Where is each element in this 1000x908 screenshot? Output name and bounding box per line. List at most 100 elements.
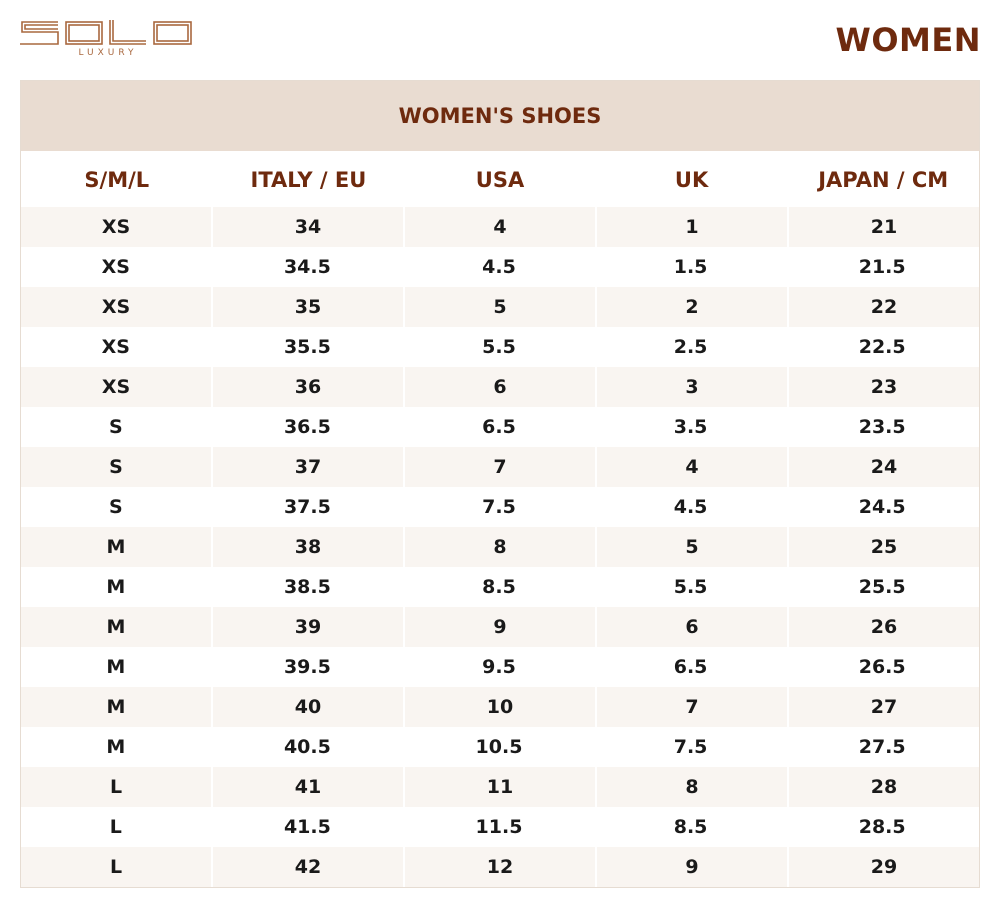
cell-japan-cm: 23: [870, 376, 898, 398]
cell-usa: 4: [405, 207, 597, 247]
cell-italy-eu: 40: [213, 687, 405, 727]
cell-japan-cm: 26: [870, 616, 898, 638]
cell-uk: 6: [597, 607, 789, 647]
cell-sml: XS: [21, 327, 213, 367]
cell-sml: XS: [21, 247, 213, 287]
cell-italy-eu: 35.5: [213, 327, 405, 367]
cell-usa: 8: [405, 527, 597, 567]
cell-usa: 5.5: [404, 327, 596, 367]
cell-uk: 2: [597, 287, 789, 327]
cell-japan-cm: 23.5: [787, 407, 979, 447]
cell-japan-cm: 27.5: [787, 727, 979, 767]
table-row: M 40 10 7 27: [21, 687, 979, 727]
cell-uk: 8: [597, 767, 789, 807]
cell-sml: L: [21, 807, 213, 847]
cell-italy-eu: 38.5: [213, 567, 405, 607]
size-chart-table: WOMEN'S SHOES S/M/L ITALY / EU USA UK JA…: [20, 80, 980, 888]
cell-japan-cm: 22.5: [787, 327, 979, 367]
cell-japan-cm: 21.5: [787, 247, 979, 287]
cell-usa: 12: [405, 847, 597, 887]
cell-sml: M: [21, 647, 213, 687]
table-row: M 39 9 6 26: [21, 607, 979, 647]
cell-uk: 4.5: [596, 487, 788, 527]
table-row: M 39.5 9.5 6.5 26.5: [21, 647, 979, 687]
cell-usa: 5: [405, 287, 597, 327]
cell-italy-eu: 34: [213, 207, 405, 247]
column-header-uk: UK: [674, 168, 709, 192]
table-row: M 38.5 8.5 5.5 25.5: [21, 567, 979, 607]
cell-japan-cm: 24: [870, 456, 898, 478]
cell-usa: 8.5: [404, 567, 596, 607]
cell-usa: 6: [405, 367, 597, 407]
cell-italy-eu: 39: [213, 607, 405, 647]
table-row: S 37.5 7.5 4.5 24.5: [21, 487, 979, 527]
cell-sml: XS: [21, 207, 213, 247]
cell-italy-eu: 42: [213, 847, 405, 887]
cell-usa: 11: [405, 767, 597, 807]
cell-usa: 10.5: [404, 727, 596, 767]
cell-italy-eu: 35: [213, 287, 405, 327]
cell-usa: 10: [405, 687, 597, 727]
cell-italy-eu: 39.5: [213, 647, 405, 687]
cell-italy-eu: 41.5: [213, 807, 405, 847]
cell-japan-cm: 26.5: [787, 647, 979, 687]
cell-sml: L: [21, 767, 213, 807]
cell-japan-cm: 28.5: [787, 807, 979, 847]
table-row: M 38 8 5 25: [21, 527, 979, 567]
cell-sml: L: [21, 847, 213, 887]
page-title: WOMEN: [835, 21, 981, 59]
cell-uk: 4: [597, 447, 789, 487]
cell-italy-eu: 36.5: [213, 407, 405, 447]
cell-uk: 8.5: [596, 807, 788, 847]
cell-usa: 9: [405, 607, 597, 647]
cell-sml: S: [21, 447, 213, 487]
cell-uk: 7: [597, 687, 789, 727]
cell-sml: M: [21, 687, 213, 727]
cell-japan-cm: 27: [870, 696, 898, 718]
cell-uk: 6.5: [596, 647, 788, 687]
cell-japan-cm: 24.5: [787, 487, 979, 527]
cell-japan-cm: 21: [870, 216, 898, 238]
cell-japan-cm: 25.5: [787, 567, 979, 607]
cell-sml: XS: [21, 287, 213, 327]
cell-uk: 5.5: [596, 567, 788, 607]
cell-uk: 3.5: [596, 407, 788, 447]
cell-usa: 9.5: [404, 647, 596, 687]
cell-uk: 5: [597, 527, 789, 567]
solo-luxury-logo: LUXURY: [20, 20, 192, 60]
cell-italy-eu: 34.5: [213, 247, 405, 287]
cell-sml: M: [21, 607, 213, 647]
cell-uk: 2.5: [596, 327, 788, 367]
logo-wordmark: [20, 20, 192, 45]
cell-sml: M: [21, 527, 213, 567]
cell-uk: 3: [597, 367, 789, 407]
cell-usa: 7.5: [404, 487, 596, 527]
cell-japan-cm: 29: [870, 856, 898, 878]
table-header-row: S/M/L ITALY / EU USA UK JAPAN / CM: [21, 151, 979, 207]
table-body: XS 34 4 1 21 XS 34.5 4.5 1.5 21.5 XS 35 5 2 22 XS 35.5 5.…: [21, 207, 979, 887]
table-row: XS 34.5 4.5 1.5 21.5: [21, 247, 979, 287]
table-row: S 36.5 6.5 3.5 23.5: [21, 407, 979, 447]
cell-usa: 11.5: [404, 807, 596, 847]
cell-japan-cm: 25: [870, 536, 898, 558]
cell-italy-eu: 36: [213, 367, 405, 407]
cell-sml: M: [21, 567, 213, 607]
cell-sml: S: [21, 407, 213, 447]
cell-uk: 7.5: [596, 727, 788, 767]
cell-italy-eu: 40.5: [213, 727, 405, 767]
cell-italy-eu: 41: [213, 767, 405, 807]
table-row: XS 35 5 2 22: [21, 287, 979, 327]
table-row: L 41 11 8 28: [21, 767, 979, 807]
table-row: XS 34 4 1 21: [21, 207, 979, 247]
cell-usa: 6.5: [404, 407, 596, 447]
table-row: M 40.5 10.5 7.5 27.5: [21, 727, 979, 767]
cell-italy-eu: 37.5: [213, 487, 405, 527]
cell-sml: M: [21, 727, 213, 767]
cell-uk: 9: [597, 847, 789, 887]
cell-italy-eu: 38: [213, 527, 405, 567]
column-header-sml: S/M/L: [84, 168, 150, 192]
cell-usa: 7: [405, 447, 597, 487]
cell-sml: S: [21, 487, 213, 527]
cell-italy-eu: 37: [213, 447, 405, 487]
cell-japan-cm: 28: [870, 776, 898, 798]
